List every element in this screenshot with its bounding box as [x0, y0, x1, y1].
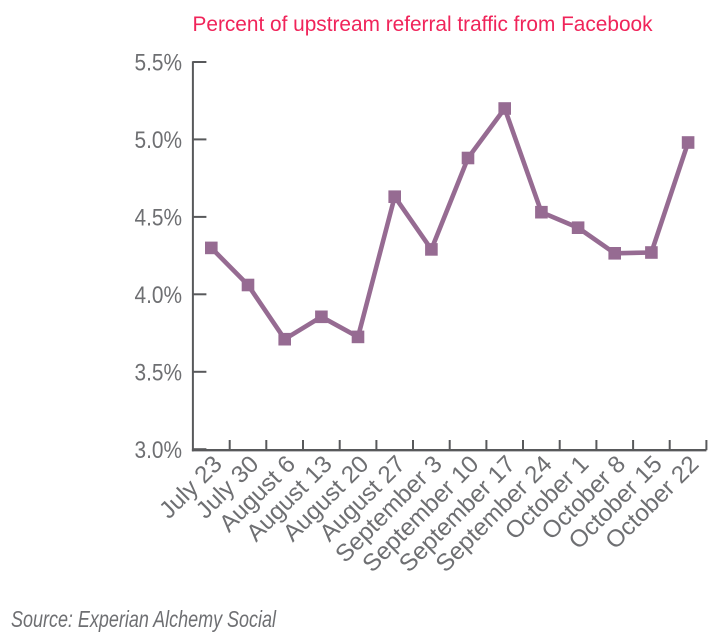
svg-text:5.0%: 5.0%	[135, 127, 183, 154]
svg-text:5.5%: 5.5%	[135, 50, 183, 77]
svg-text:4.0%: 4.0%	[135, 282, 183, 309]
svg-text:Percent of upstream referral t: Percent of upstream referral traffic fro…	[193, 12, 653, 36]
svg-text:3.5%: 3.5%	[135, 360, 183, 387]
svg-text:3.0%: 3.0%	[135, 437, 183, 464]
svg-text:4.5%: 4.5%	[135, 205, 183, 232]
svg-text:Source: Experian Alchemy Socia: Source: Experian Alchemy Social	[11, 606, 277, 632]
